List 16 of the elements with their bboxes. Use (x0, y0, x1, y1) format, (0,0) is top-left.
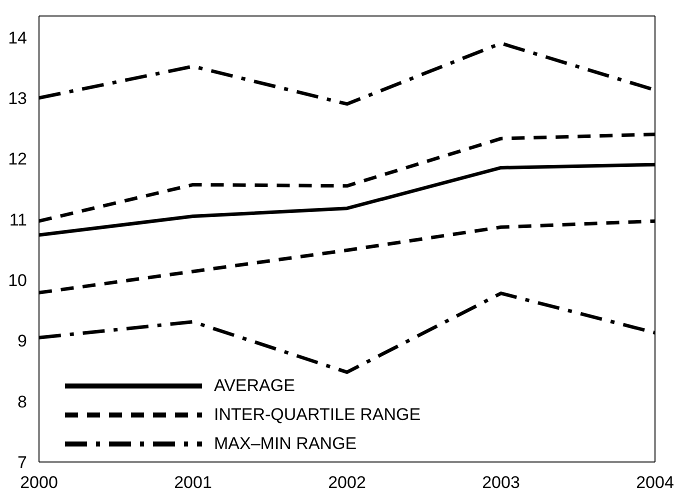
x-tick-label: 2004 (636, 473, 674, 492)
legend-label: INTER-QUARTILE RANGE (214, 404, 421, 424)
y-tick-label: 12 (8, 150, 27, 169)
y-tick-label: 7 (18, 453, 27, 472)
legend-label: MAX–MIN RANGE (214, 434, 357, 454)
y-tick-label: 10 (8, 270, 27, 290)
y-tick-label: 8 (18, 392, 27, 412)
x-tick-label: 2003 (482, 473, 520, 492)
x-tick-label: 2000 (20, 473, 58, 492)
y-tick-label: 14 (8, 28, 27, 48)
x-tick-label: 2001 (174, 473, 212, 492)
legend-label: AVERAGE (214, 376, 295, 396)
y-tick-label: 11 (9, 210, 27, 230)
y-tick-label: 13 (8, 88, 27, 108)
x-tick-label: 2002 (328, 473, 366, 492)
y-tick-label: 9 (18, 332, 27, 351)
